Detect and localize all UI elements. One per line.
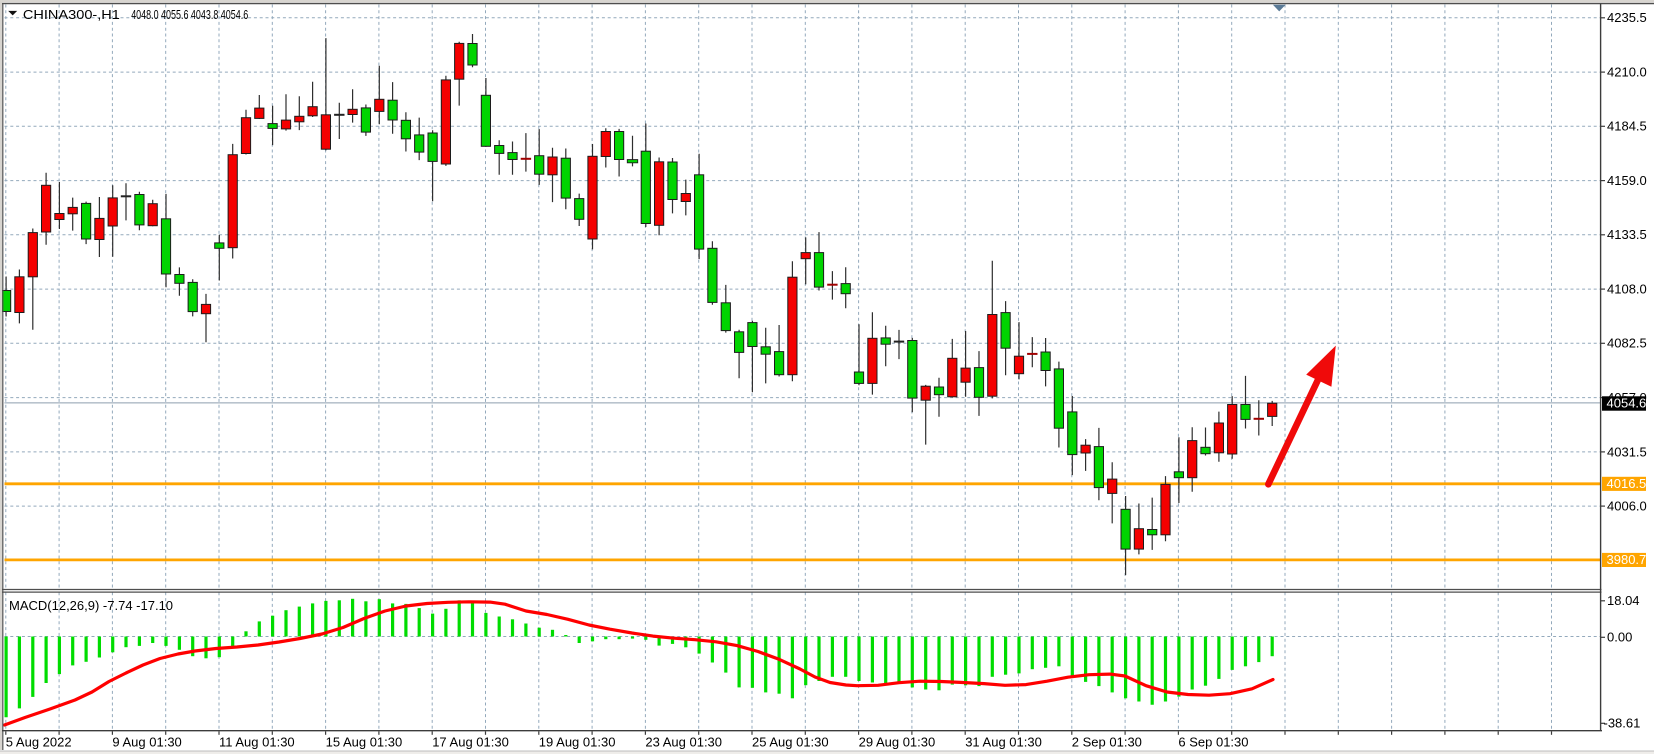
svg-text:2 Sep 01:30: 2 Sep 01:30 [1072,735,1142,750]
svg-text:4235.5: 4235.5 [1607,10,1647,25]
svg-text:4210.0: 4210.0 [1607,65,1647,80]
svg-text:4133.5: 4133.5 [1607,227,1647,242]
svg-text:17 Aug 01:30: 17 Aug 01:30 [432,735,509,750]
svg-text:31 Aug 01:30: 31 Aug 01:30 [965,735,1042,750]
svg-text:23 Aug 01:30: 23 Aug 01:30 [645,735,722,750]
svg-text:-38.61: -38.61 [1604,716,1641,731]
svg-text:15 Aug 01:30: 15 Aug 01:30 [326,735,403,750]
svg-text:4048.0 4055.6 4043.8 4054.6: 4048.0 4055.6 4043.8 4054.6 [131,7,248,22]
svg-text:4082.5: 4082.5 [1607,336,1647,351]
svg-text:18.04: 18.04 [1607,593,1640,608]
svg-text:11 Aug 01:30: 11 Aug 01:30 [219,735,295,750]
svg-text:MACD(12,26,9) -7.74 -17.10: MACD(12,26,9) -7.74 -17.10 [9,598,173,613]
svg-text:4054.6: 4054.6 [1607,396,1647,411]
svg-text:4108.0: 4108.0 [1607,282,1647,297]
svg-text:4006.0: 4006.0 [1607,499,1647,514]
svg-text:4016.5: 4016.5 [1607,476,1647,491]
svg-text:3980.7: 3980.7 [1607,552,1647,567]
svg-text:4031.5: 4031.5 [1607,444,1647,459]
svg-text:4159.0: 4159.0 [1607,173,1647,188]
svg-text:5 Aug 2022: 5 Aug 2022 [6,735,72,750]
svg-text:25 Aug 01:30: 25 Aug 01:30 [752,735,829,750]
svg-text:19 Aug 01:30: 19 Aug 01:30 [539,735,616,750]
svg-text:0.00: 0.00 [1607,630,1632,645]
svg-text:29 Aug 01:30: 29 Aug 01:30 [859,735,936,750]
svg-text:6 Sep 01:30: 6 Sep 01:30 [1178,735,1248,750]
svg-text:CHINA300-,H1: CHINA300-,H1 [23,7,120,22]
svg-text:4184.5: 4184.5 [1607,119,1647,134]
svg-text:9 Aug 01:30: 9 Aug 01:30 [112,735,181,750]
